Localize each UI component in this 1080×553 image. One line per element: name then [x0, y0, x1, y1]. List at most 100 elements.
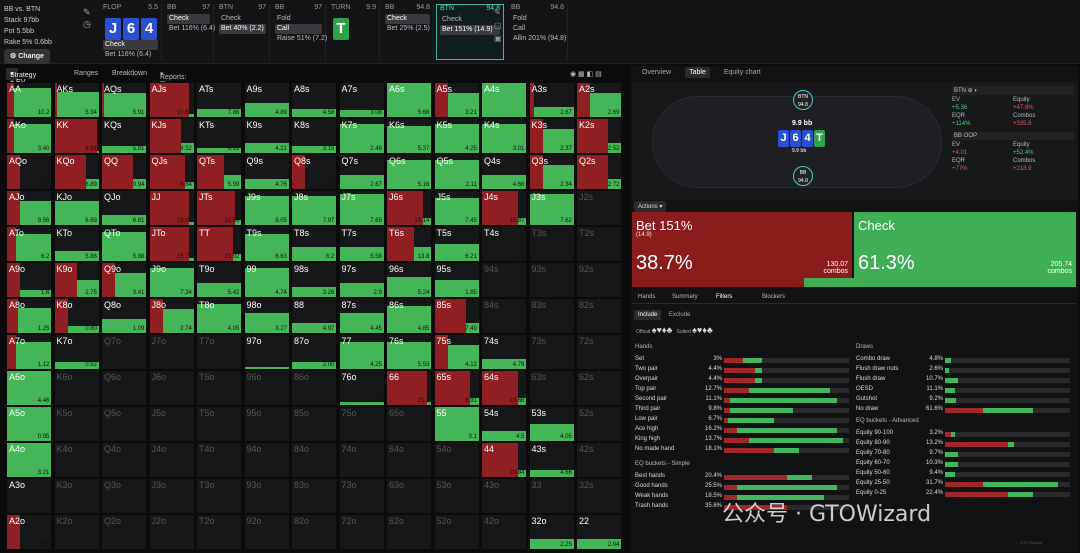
check-action-card[interactable]: Check 61.3% 205.74 combos: [854, 212, 1076, 278]
street-column[interactable]: TURN 9.9 T: [328, 4, 380, 60]
hand-cell[interactable]: 72s: [576, 334, 623, 370]
hand-cell[interactable]: TT 21.02: [196, 226, 243, 262]
hand-cell[interactable]: J6o: [148, 370, 195, 406]
hand-cell[interactable]: 32o 2.25: [528, 514, 575, 550]
hand-cell[interactable]: J7o: [148, 334, 195, 370]
hand-cell[interactable]: 55 3.1: [433, 406, 480, 442]
hand-cell[interactable]: K9s 4.21: [243, 118, 290, 154]
street-column[interactable]: BB 97 Check Bet 116% (6.4): [164, 4, 216, 60]
filter-row[interactable]: Set 3%: [635, 355, 850, 365]
hand-cell[interactable]: J7s 7.69: [338, 190, 385, 226]
hand-cell[interactable]: Q5o: [101, 406, 148, 442]
hand-cell[interactable]: 42o: [481, 514, 528, 550]
ranges-tab[interactable]: Ranges: [74, 70, 99, 77]
hand-cell[interactable]: 52o: [433, 514, 480, 550]
hand-cell[interactable]: K9o 2.75: [53, 262, 100, 298]
pencil-icon[interactable]: ✎: [494, 8, 501, 17]
hand-cell[interactable]: Q6o: [101, 370, 148, 406]
hand-cell[interactable]: 43s 4.66: [528, 442, 575, 478]
action-option[interactable]: Raise 51% (7.2): [277, 35, 328, 42]
hand-cell[interactable]: Q9o 3.41: [101, 262, 148, 298]
hand-cell[interactable]: A6s 5.68: [386, 82, 433, 118]
hand-cell[interactable]: QQ 9.94: [101, 154, 148, 190]
hand-cell[interactable]: 22 2.04: [576, 514, 623, 550]
hand-cell[interactable]: 87s 4.45: [338, 298, 385, 334]
hand-cell[interactable]: JJ 19.07: [148, 190, 195, 226]
strategy-dropdown[interactable]: Strategy + EV ▾: [6, 68, 36, 86]
hand-cell[interactable]: Q7o: [101, 334, 148, 370]
filter-row[interactable]: Top pair 12.7%: [635, 385, 850, 395]
hand-cell[interactable]: AA 10.2: [6, 82, 53, 118]
filter-row[interactable]: Ace high 16.2%: [635, 425, 850, 435]
reports-dropdown[interactable]: Reports: Flops ▾: [160, 71, 187, 88]
hand-cell[interactable]: Q6s 5.16: [386, 154, 433, 190]
hand-cell[interactable]: 52s: [576, 406, 623, 442]
hand-cell[interactable]: A8s 4.58: [291, 82, 338, 118]
hand-cell[interactable]: K4s 3.01: [481, 118, 528, 154]
tab-hands[interactable]: Hands: [638, 294, 656, 300]
hand-cell[interactable]: Q7s 2.67: [338, 154, 385, 190]
hand-cell[interactable]: 72o: [338, 514, 385, 550]
hand-cell[interactable]: K2o: [53, 514, 100, 550]
tab-overview[interactable]: Overview: [642, 69, 672, 76]
hand-cell[interactable]: K5s 4.25: [433, 118, 480, 154]
hand-cell[interactable]: QJs 6.84: [148, 154, 195, 190]
edit-icon[interactable]: ✎: [83, 7, 91, 17]
hand-cell[interactable]: 33: [528, 478, 575, 514]
action-option[interactable]: Check: [385, 14, 430, 24]
hand-cell[interactable]: T5s 6.21: [433, 226, 480, 262]
action-option[interactable]: Bet 40% (2.2): [219, 24, 266, 34]
hand-cell[interactable]: J9s 8.05: [243, 190, 290, 226]
hand-cell[interactable]: K6s 5.37: [386, 118, 433, 154]
hand-cell[interactable]: K7o 0.52: [53, 334, 100, 370]
trash-icon[interactable]: ▣: [494, 34, 502, 43]
street-column[interactable]: FLOP 5.5 J 6 4 Check Bet 116% (6.4): [100, 4, 162, 60]
hand-cell[interactable]: KTo 5.86: [53, 226, 100, 262]
hand-cell[interactable]: T9s 6.63: [243, 226, 290, 262]
hand-cell[interactable]: A5s 3.21: [433, 82, 480, 118]
filter-row[interactable]: Good hands 25.5%: [635, 482, 850, 492]
action-option[interactable]: Fold: [277, 15, 291, 22]
hand-cell[interactable]: T4s 11.73: [481, 226, 528, 262]
filter-row[interactable]: Equity 0-25 22.4%: [856, 489, 1071, 499]
filter-row[interactable]: Combo draw 4.8%: [856, 355, 1071, 365]
hand-cell[interactable]: Q4o: [101, 442, 148, 478]
tab-blockers[interactable]: Blockers: [762, 294, 786, 300]
hand-cell[interactable]: Q3o: [101, 478, 148, 514]
hand-cell[interactable]: Q4s 4.66: [481, 154, 528, 190]
hand-cell[interactable]: Q9s 4.76: [243, 154, 290, 190]
view-icon[interactable]: ◉ ▦ ◧ ▤: [570, 71, 602, 78]
hand-cell[interactable]: K5o: [53, 406, 100, 442]
filter-row[interactable]: No draw 61.6%: [856, 405, 1071, 415]
filter-row[interactable]: Low pair 6.7%: [635, 415, 850, 425]
hand-cell[interactable]: T9o 5.42: [196, 262, 243, 298]
hand-cell[interactable]: A7o 1.12: [6, 334, 53, 370]
hand-cell[interactable]: A2s 2.69: [576, 82, 623, 118]
hand-cell[interactable]: 85s 7.49: [433, 298, 480, 334]
hand-cell[interactable]: J9o 7.34: [148, 262, 195, 298]
hand-cell[interactable]: JTo 15.71: [148, 226, 195, 262]
hand-cell[interactable]: Q8s 3.50: [291, 154, 338, 190]
tab-equity-chart[interactable]: Equity chart: [723, 69, 761, 76]
hand-cell[interactable]: 98s 3.26: [291, 262, 338, 298]
hand-cell[interactable]: Q2o: [101, 514, 148, 550]
action-option[interactable]: Call: [513, 25, 526, 32]
hand-cell[interactable]: 54o: [433, 442, 480, 478]
hand-cell[interactable]: 32s: [576, 478, 623, 514]
hand-cell[interactable]: 53o: [433, 478, 480, 514]
filter-row[interactable]: Best hands 20.4%: [635, 472, 850, 482]
hand-cell[interactable]: J2o: [148, 514, 195, 550]
hand-cell[interactable]: A4o 3.21: [6, 442, 53, 478]
action-option[interactable]: Bet 116% (6.4): [169, 25, 216, 32]
street-column[interactable]: BTN 97 Check Bet 40% (2.2): [216, 4, 270, 60]
hand-cell[interactable]: T4o: [196, 442, 243, 478]
hand-cell[interactable]: QTs 5.59: [196, 154, 243, 190]
filter-row[interactable]: OESD 11.1%: [856, 385, 1071, 395]
hand-cell[interactable]: 82s: [576, 298, 623, 334]
hand-cell[interactable]: 94o: [243, 442, 290, 478]
hand-cell[interactable]: J6s 13.14: [386, 190, 433, 226]
hand-cell[interactable]: T2s: [576, 226, 623, 262]
hand-cell[interactable]: A2o 0.98: [6, 514, 53, 550]
hand-cell[interactable]: K2s 2.52: [576, 118, 623, 154]
hand-cell[interactable]: T2o: [196, 514, 243, 550]
